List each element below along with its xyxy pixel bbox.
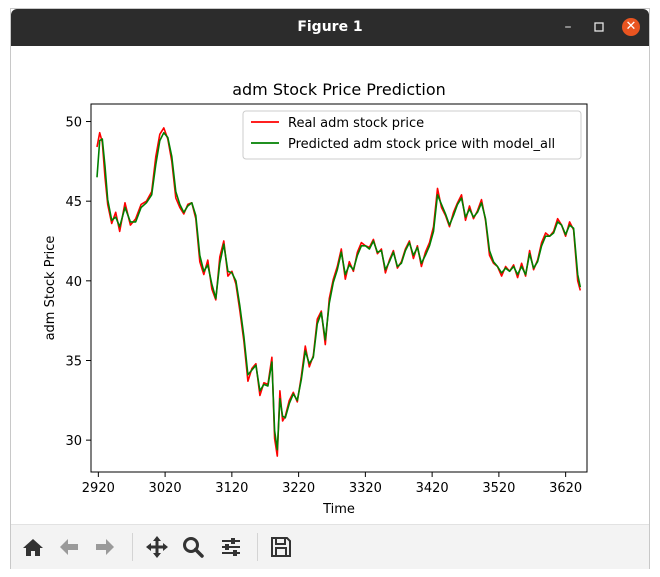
pan-move-icon[interactable] [143,533,171,561]
x-axis-label: Time [322,502,355,517]
x-tick-label: 3520 [482,481,515,496]
save-disk-icon[interactable] [267,533,295,561]
x-tick-label: 3620 [549,481,582,496]
toolbar-separator [257,533,258,561]
title-bar[interactable]: Figure 1 – ✕ [11,9,649,46]
legend: Real adm stock price Predicted adm stock… [242,110,582,160]
y-tick-label: 35 [65,354,82,369]
legend-box [242,110,582,160]
back-arrow-icon[interactable] [55,533,83,561]
close-icon[interactable]: ✕ [622,18,640,36]
forward-arrow-icon[interactable] [91,533,119,561]
chart-title: adm Stock Price Prediction [232,80,446,99]
y-tick-label: 50 [65,116,82,131]
y-tick-label: 30 [65,434,82,449]
legend-label-real: Real adm stock price [288,116,424,131]
y-axis-label: adm Stock Price [43,236,58,341]
x-tick-label: 3420 [416,481,449,496]
y-axis: 30 35 40 45 50 [65,116,91,449]
y-tick-label: 45 [65,195,82,210]
minimize-icon[interactable]: – [564,19,572,35]
x-tick-label: 3320 [349,481,382,496]
figure-window: Figure 1 – ✕ adm Stock Price Prediction … [10,8,650,569]
series-line-predicted [96,131,582,451]
x-tick-label: 3020 [149,481,182,496]
x-tick-label: 3220 [282,481,315,496]
chart-svg: adm Stock Price Prediction 2920 3020 3120 3… [43,80,588,517]
window-title: Figure 1 [297,19,363,35]
maximize-icon[interactable] [590,18,608,36]
axes-frame [90,103,588,473]
series-layer [96,127,582,457]
configure-subplots-icon[interactable] [217,533,245,561]
y-tick-label: 40 [65,275,82,290]
x-tick-label: 2920 [82,481,115,496]
figure-canvas[interactable]: adm Stock Price Prediction 2920 3020 3120 3… [11,46,649,524]
x-tick-label: 3120 [215,481,248,496]
x-axis: 2920 3020 3120 3220 3320 3420 3520 3620 [82,472,582,496]
toolbar-separator [132,533,133,561]
zoom-magnifier-icon[interactable] [179,533,207,561]
legend-label-predicted: Predicted adm stock price with model_all [288,137,555,152]
navigation-toolbar [11,524,649,569]
home-icon[interactable] [19,533,47,561]
